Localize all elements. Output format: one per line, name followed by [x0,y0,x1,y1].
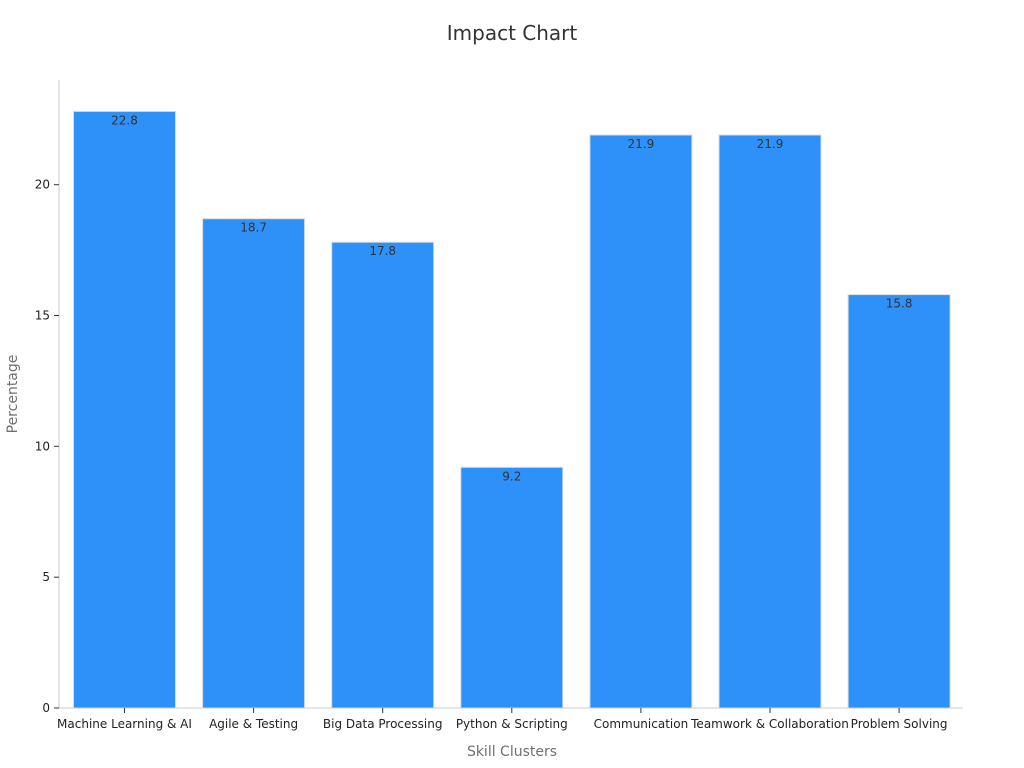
bar-value-label: 18.7 [240,221,267,235]
x-tick-label: Communication [594,717,689,731]
y-ticks-layer: 0 5 10 15 20 [35,178,59,715]
bar-value-label: 15.8 [886,297,913,311]
y-tick-label: 15 [35,309,50,323]
y-tick-label: 10 [35,439,50,453]
bar-value-label: 21.9 [757,137,784,151]
bar-7 [847,294,951,709]
y-axis-title: Percentage [5,355,21,434]
bar-2 [202,218,306,709]
bar-value-label: 21.9 [628,137,655,151]
x-ticks-layer: Machine Learning & AI Agile & Testing Big … [57,708,948,731]
bars-layer [73,110,951,709]
y-tick-label: 0 [42,701,50,715]
bar-value-label: 17.8 [369,244,396,258]
x-tick-label: Agile & Testing [209,717,298,731]
bar-value-label: 22.8 [111,113,138,127]
bar-value-label: 9.2 [502,469,521,483]
bar-6 [718,134,822,709]
bar-3 [331,241,435,709]
bar-1 [73,110,176,709]
y-tick-label: 20 [35,178,50,192]
x-tick-label: Machine Learning & AI [57,717,192,731]
x-tick-label: Big Data Processing [323,717,443,731]
bar-5 [589,134,693,709]
y-tick-label: 5 [42,570,50,584]
x-axis-title: Skill Clusters [467,744,557,760]
x-tick-label: Problem Solving [851,717,948,731]
bar-4 [460,466,564,709]
x-tick-label: Python & Scripting [456,717,568,731]
x-tick-label: Teamwork & Collaboration [690,717,849,731]
bar-labels-layer: 22.8 18.7 17.8 9.2 21.9 21.9 15.8 [111,113,912,483]
chart-title: Impact Chart [447,21,578,45]
